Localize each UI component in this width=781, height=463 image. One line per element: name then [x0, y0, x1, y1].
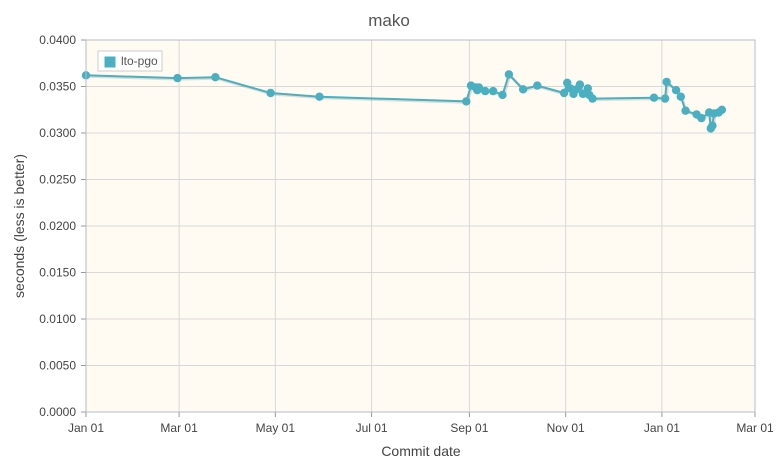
plot-frame [85, 39, 756, 413]
data-point[interactable] [676, 92, 685, 101]
data-point[interactable] [173, 73, 182, 83]
data-point[interactable] [211, 73, 220, 82]
x-tick-label: Mar 01 [160, 421, 198, 435]
data-point[interactable] [518, 85, 528, 94]
y-tick-label: 0.0200 [39, 219, 76, 233]
data-point[interactable] [498, 90, 507, 100]
data-point[interactable] [315, 92, 324, 101]
y-tick-label: 0.0350 [39, 80, 76, 94]
y-tick-label: 0.0100 [39, 312, 76, 326]
data-point[interactable] [488, 86, 498, 96]
x-tick-label: Nov 01 [547, 421, 585, 435]
y-tick-label: 0.0050 [39, 359, 76, 373]
data-point[interactable] [559, 88, 569, 98]
x-axis-title: Commit date [381, 443, 461, 459]
x-tick-label: May 01 [256, 421, 296, 435]
data-point[interactable] [697, 113, 706, 123]
data-point[interactable] [266, 88, 275, 98]
data-point[interactable] [649, 93, 659, 102]
x-tick-label: Jan 01 [68, 421, 104, 435]
data-point[interactable] [708, 121, 717, 130]
data-point[interactable] [474, 83, 484, 92]
chart-title: mako [368, 11, 410, 30]
data-point[interactable] [462, 97, 471, 106]
data-point[interactable] [481, 86, 490, 96]
legend-swatch [103, 55, 117, 69]
y-tick-label: 0.0400 [39, 33, 76, 47]
y-tick-label: 0.0300 [39, 126, 76, 140]
data-point[interactable] [578, 89, 588, 99]
legend[interactable]: lto-pgo [97, 50, 163, 72]
y-tick-label: 0.0250 [39, 173, 76, 187]
x-tick-label: Sep 01 [450, 421, 488, 435]
data-point[interactable] [588, 94, 597, 103]
data-point[interactable] [533, 81, 542, 90]
data-point[interactable] [504, 70, 514, 79]
y-tick-label: 0.0150 [39, 266, 76, 280]
data-point[interactable] [660, 94, 670, 103]
legend-label: lto-pgo [121, 54, 158, 68]
axis-ticks: 0.0000 0.0050 0.0100 0.0150 0.0200 0.0250 0.03… [39, 33, 774, 435]
data-point[interactable] [575, 80, 585, 89]
data-point[interactable] [662, 77, 671, 87]
data-point[interactable] [583, 84, 592, 93]
data-point[interactable] [717, 105, 727, 115]
x-tick-label: Jul 01 [356, 421, 388, 435]
y-tick-label: 0.0000 [39, 405, 76, 419]
x-tick-label: Mar 01 [736, 421, 774, 435]
series-layer [81, 70, 727, 133]
y-axis-title: seconds (less is better) [11, 154, 27, 298]
data-point[interactable] [671, 86, 681, 95]
data-point[interactable] [681, 106, 690, 115]
x-tick-label: Jan 01 [644, 421, 680, 435]
